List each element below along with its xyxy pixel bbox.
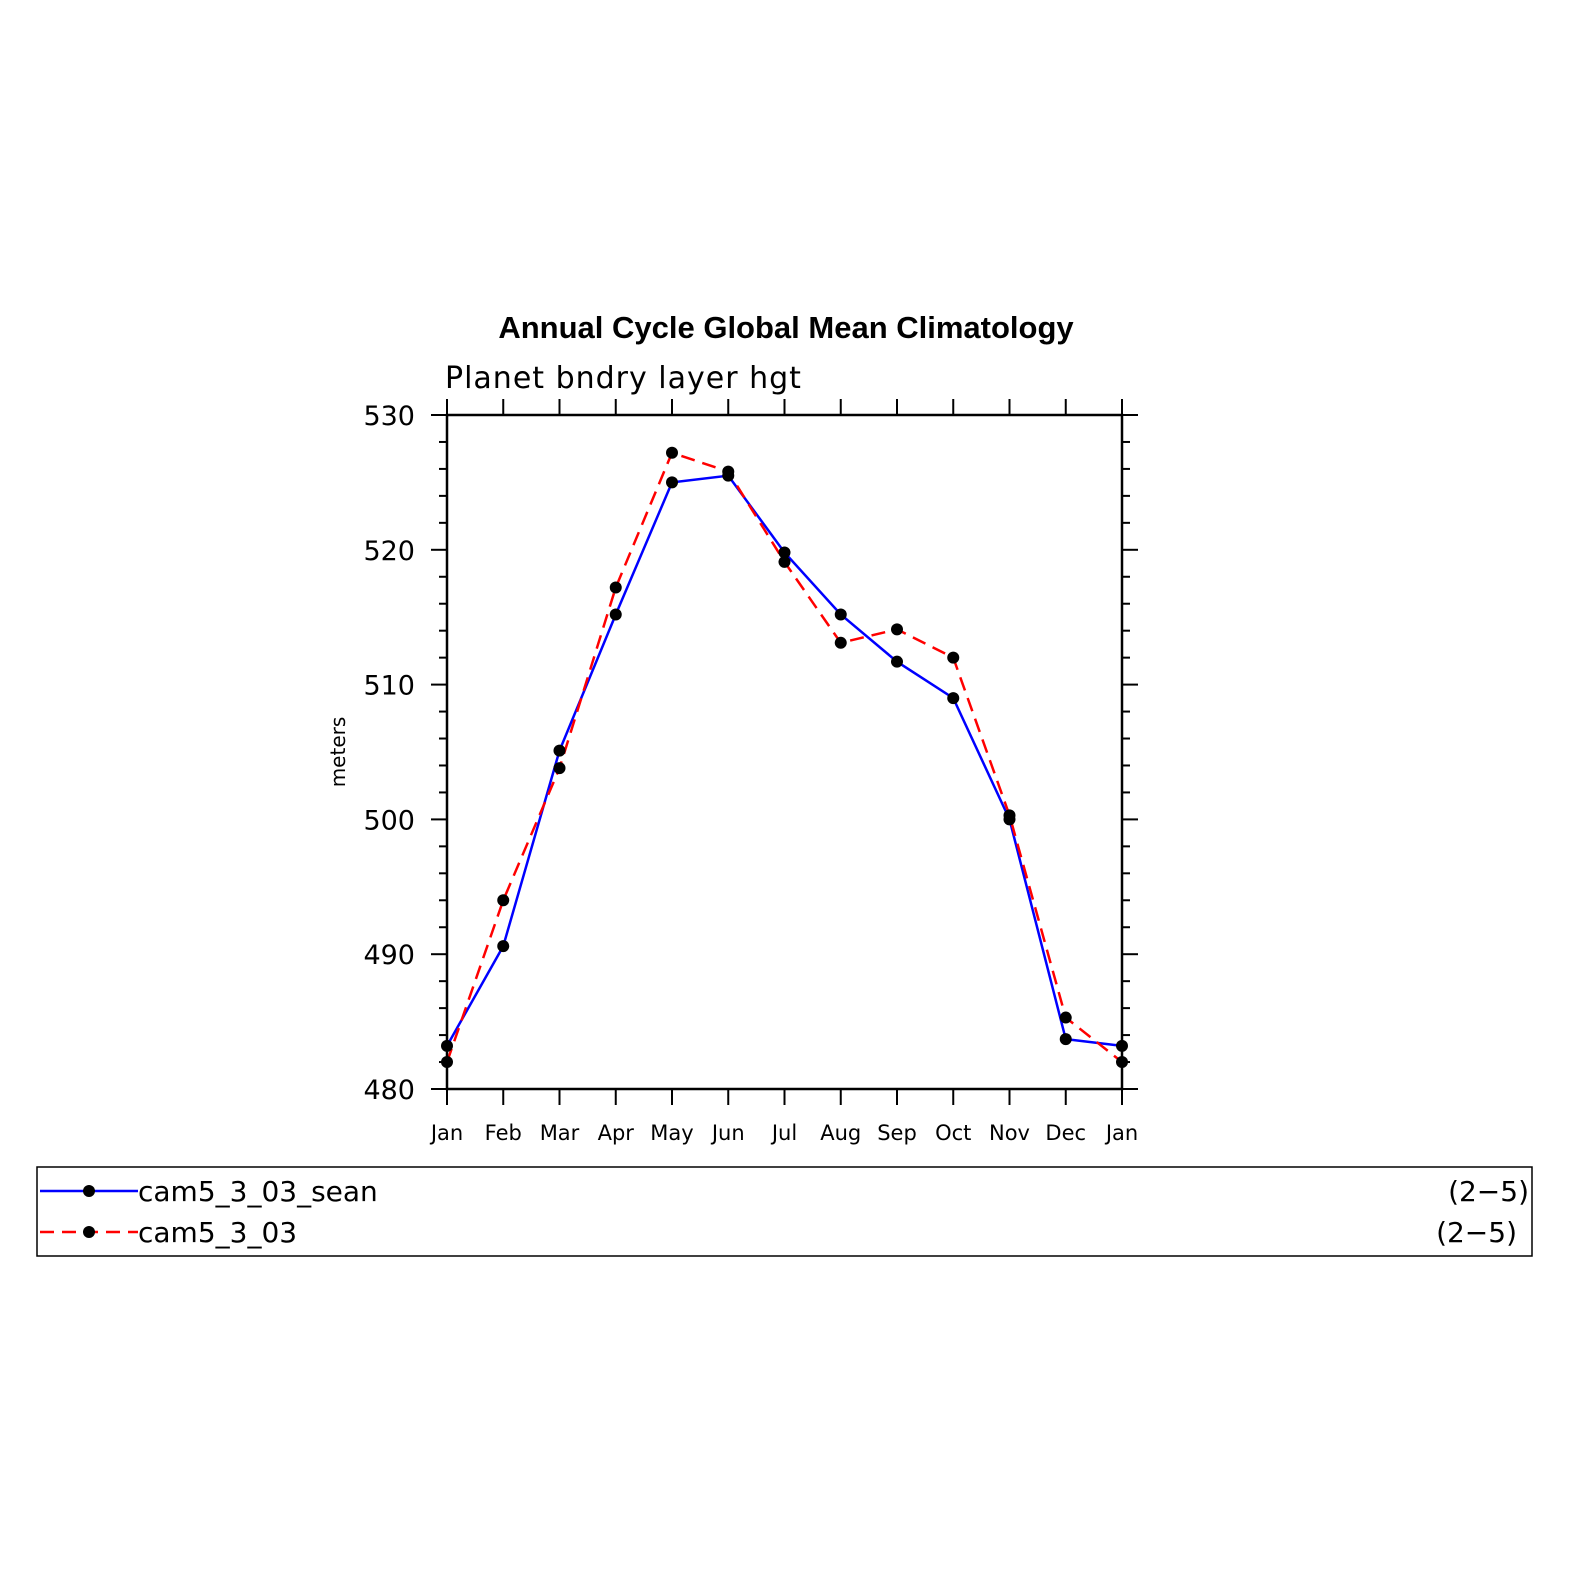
data-point	[834, 608, 847, 621]
x-tick-label: Feb	[485, 1121, 522, 1145]
data-point	[553, 762, 566, 775]
series-lines	[445, 451, 1123, 1064]
data-point	[666, 446, 678, 459]
x-tick-label: Nov	[989, 1121, 1030, 1145]
data-point	[1059, 1033, 1072, 1046]
x-tick-label: Aug	[820, 1121, 861, 1145]
legend-range-label: (2−5)	[1448, 1175, 1529, 1208]
data-point	[722, 465, 735, 478]
plot-frame	[445, 413, 1124, 1091]
x-tick-labels: Jan Feb Mar Apr May Jun Jul Aug Sep Oct Nov Dec Jan	[429, 1121, 1138, 1145]
x-tick-label: Jun	[710, 1121, 745, 1145]
data-point	[609, 581, 622, 594]
series-markers	[441, 446, 1128, 1069]
data-point	[891, 655, 903, 668]
legend-items: cam5_3_03_sean (2−5) cam5_3_03 (2−5)	[40, 1175, 1529, 1249]
x-tick-label: Jan	[1104, 1121, 1138, 1145]
data-point	[1059, 1011, 1072, 1024]
data-point	[1003, 809, 1016, 822]
legend-series-name: cam5_3_03_sean	[138, 1175, 378, 1208]
legend-range-label: (2−5)	[1436, 1216, 1517, 1249]
data-point	[497, 940, 510, 953]
series-line	[445, 451, 1123, 1064]
axis-ticks	[431, 399, 1138, 1105]
x-tick-label: Sep	[877, 1121, 917, 1145]
x-tick-label: Jan	[429, 1121, 463, 1145]
y-tick-label: 490	[363, 940, 415, 971]
chart-subtitle: Planet bndry layer hgt	[445, 361, 802, 396]
x-tick-label: May	[650, 1121, 693, 1145]
legend-series-name: cam5_3_03	[138, 1216, 297, 1249]
data-point	[834, 636, 847, 649]
y-tick-label: 520	[363, 536, 415, 567]
data-point	[609, 608, 622, 621]
data-point	[778, 555, 791, 568]
legend-marker	[83, 1226, 95, 1238]
data-point	[553, 744, 566, 757]
y-tick-label: 530	[363, 401, 415, 432]
y-tick-label: 480	[363, 1075, 415, 1106]
y-tick-labels: 480 490 500 510 520 530	[363, 401, 415, 1106]
legend: cam5_3_03_sean (2−5) cam5_3_03 (2−5)	[36, 1166, 1533, 1257]
legend-box	[36, 1166, 1533, 1257]
data-point	[947, 692, 960, 705]
y-tick-label: 500	[363, 805, 415, 836]
data-point	[778, 546, 791, 559]
x-tick-label: Mar	[540, 1121, 580, 1145]
legend-marker	[83, 1185, 95, 1197]
y-axis-label: meters	[326, 717, 350, 788]
chart-title: Annual Cycle Global Mean Climatology	[498, 310, 1074, 345]
data-point	[497, 894, 510, 907]
x-tick-label: Oct	[935, 1121, 971, 1145]
data-point	[947, 651, 960, 664]
x-tick-label: Jul	[770, 1121, 797, 1145]
y-tick-label: 510	[363, 671, 415, 702]
data-point	[666, 476, 678, 489]
x-tick-label: Dec	[1045, 1121, 1086, 1145]
data-point	[891, 623, 903, 636]
x-tick-label: Apr	[598, 1121, 635, 1145]
